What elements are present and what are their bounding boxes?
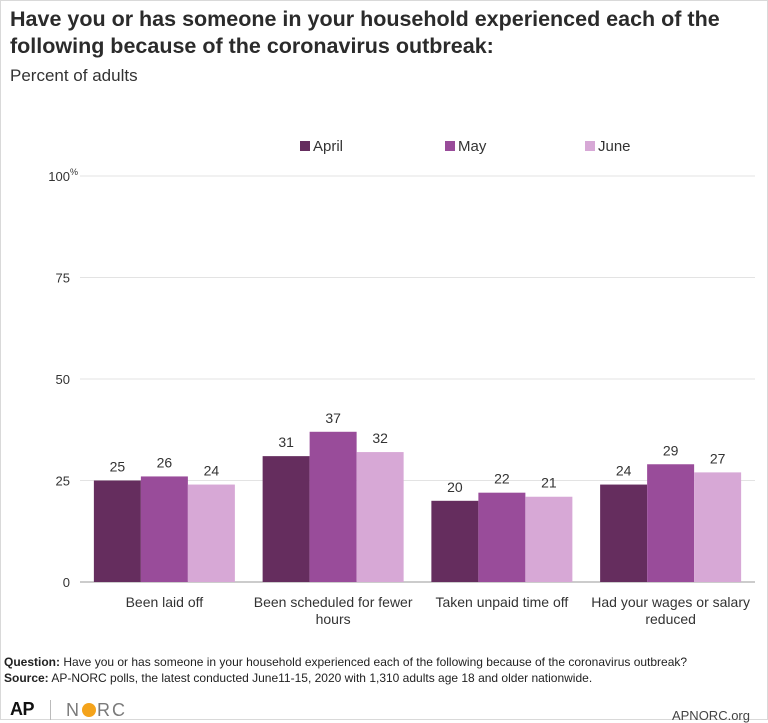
data-label: 20: [447, 479, 463, 495]
x-tick-label-line: Had your wages or salary: [591, 594, 750, 610]
y-tick-label: 0: [63, 575, 70, 590]
legend-swatch: [585, 141, 595, 151]
data-label: 24: [204, 463, 220, 479]
norc-logo-end: RC: [97, 700, 127, 720]
data-label: 22: [494, 471, 510, 487]
chart-title: Have you or has someone in your househol…: [10, 7, 720, 58]
bar: [647, 464, 695, 582]
bar: [694, 472, 742, 582]
legend-label: June: [598, 138, 631, 155]
data-label: 24: [616, 463, 632, 479]
bar: [356, 452, 404, 582]
legend-swatch: [300, 141, 310, 151]
x-tick-label-line: reduced: [645, 611, 696, 627]
data-label: 27: [710, 450, 726, 466]
data-label: 29: [663, 442, 679, 458]
bar: [262, 456, 310, 582]
y-tick-label: 100: [48, 169, 70, 184]
data-label: 21: [541, 475, 557, 491]
norc-logo-start: N: [66, 700, 81, 720]
bar: [525, 496, 573, 582]
question-label: Question:: [4, 655, 60, 669]
legend-swatch: [445, 141, 455, 151]
data-label: 37: [325, 410, 341, 426]
data-label: 26: [157, 454, 173, 470]
source-label: Source:: [4, 671, 49, 685]
question-note: Question: Have you or has someone in you…: [4, 654, 764, 670]
ap-logo: AP: [10, 699, 35, 719]
chart-subtitle: Percent of adults: [10, 66, 138, 85]
legend-label: April: [313, 138, 343, 155]
bar: [600, 484, 648, 582]
bar: [431, 500, 479, 582]
data-label: 32: [372, 430, 388, 446]
legend-label: May: [458, 138, 487, 155]
data-label: 25: [110, 459, 126, 475]
x-tick-label: Taken unpaid time off: [435, 594, 568, 610]
y-tick-label: 25: [56, 474, 70, 489]
y-unit-label: %: [70, 167, 78, 177]
x-tick-label-line: Taken unpaid time off: [435, 594, 568, 610]
bar: [140, 476, 188, 582]
bar-chart: 0 25 50 75 100 % April May June 25 26 24 Been laid o…: [48, 138, 755, 627]
bar: [309, 431, 357, 582]
source-text: AP-NORC polls, the latest conducted June…: [51, 671, 593, 685]
x-tick-label-line: Been laid off: [126, 594, 204, 610]
x-tick-label-line: hours: [316, 611, 351, 627]
norc-logo-orange-circle: [82, 703, 96, 717]
logo-divider: [50, 700, 51, 720]
x-tick-label: Been laid off: [126, 594, 204, 610]
source-note: Source: AP-NORC polls, the latest conduc…: [4, 670, 764, 686]
data-label: 31: [278, 434, 294, 450]
bar: [187, 484, 235, 582]
question-text: Have you or has someone in your househol…: [63, 655, 688, 669]
norc-logo: N RC: [66, 700, 127, 721]
website-link[interactable]: APNORC.org: [671, 708, 750, 723]
bar: [93, 480, 141, 582]
x-tick-label: Had your wages or salary reduced: [591, 594, 750, 627]
y-tick-label: 50: [56, 372, 70, 387]
x-tick-label-line: Been scheduled for fewer: [254, 594, 413, 610]
x-tick-label: Been scheduled for fewer hours: [254, 594, 413, 627]
y-tick-label: 75: [56, 271, 70, 286]
chart-footer: Question: Have you or has someone in you…: [4, 654, 764, 686]
bar: [478, 492, 526, 582]
